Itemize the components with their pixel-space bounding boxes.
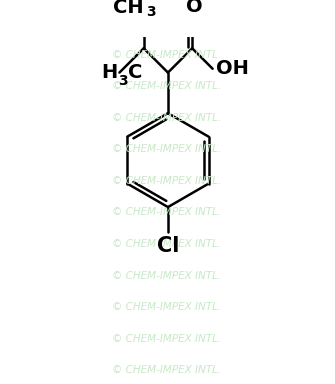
Text: OH: OH [216, 59, 249, 78]
Text: © CHEM-IMPEX INTL.: © CHEM-IMPEX INTL. [113, 50, 222, 60]
Text: © CHEM-IMPEX INTL.: © CHEM-IMPEX INTL. [113, 81, 222, 91]
Text: © CHEM-IMPEX INTL.: © CHEM-IMPEX INTL. [113, 239, 222, 249]
Text: © CHEM-IMPEX INTL.: © CHEM-IMPEX INTL. [113, 113, 222, 123]
Text: © CHEM-IMPEX INTL.: © CHEM-IMPEX INTL. [113, 176, 222, 186]
Text: CH: CH [113, 0, 144, 17]
Text: O: O [186, 0, 202, 16]
Text: Cl: Cl [157, 236, 179, 256]
Text: © CHEM-IMPEX INTL.: © CHEM-IMPEX INTL. [113, 207, 222, 217]
Text: © CHEM-IMPEX INTL.: © CHEM-IMPEX INTL. [113, 302, 222, 312]
Text: H: H [102, 63, 118, 82]
Text: © CHEM-IMPEX INTL.: © CHEM-IMPEX INTL. [113, 271, 222, 281]
Text: 3: 3 [118, 74, 127, 88]
Text: C: C [128, 63, 143, 82]
Text: © CHEM-IMPEX INTL.: © CHEM-IMPEX INTL. [113, 144, 222, 154]
Text: 3: 3 [146, 5, 156, 18]
Text: © CHEM-IMPEX INTL.: © CHEM-IMPEX INTL. [113, 334, 222, 344]
Text: © CHEM-IMPEX INTL.: © CHEM-IMPEX INTL. [113, 366, 222, 376]
